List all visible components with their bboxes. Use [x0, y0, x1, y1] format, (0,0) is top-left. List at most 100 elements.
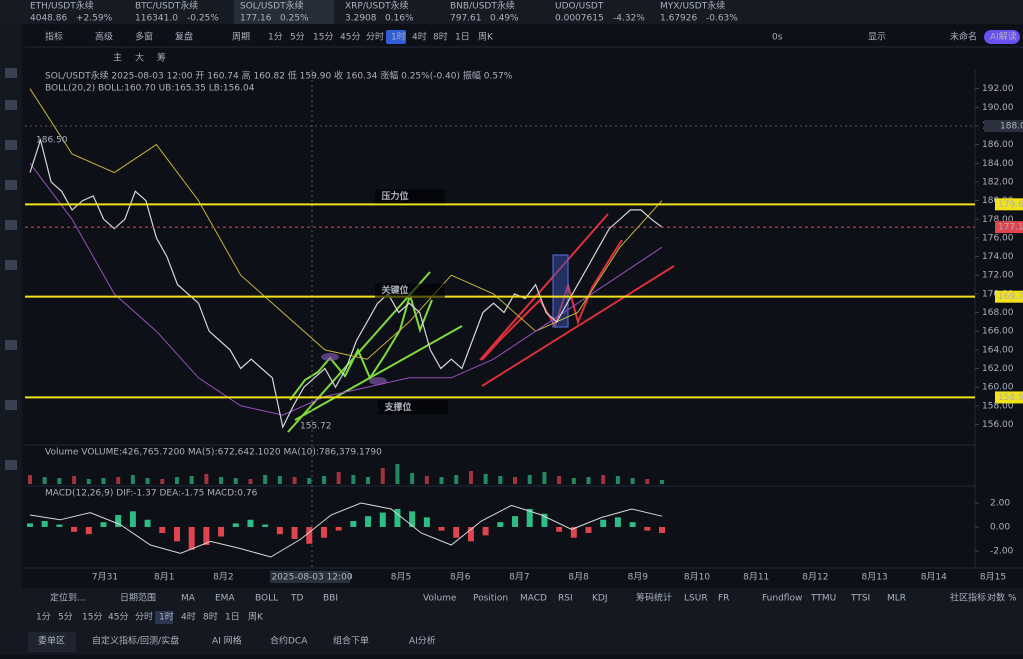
toolbar-right[interactable]: AI解读 [990, 31, 1017, 43]
interval[interactable]: 分时 [366, 31, 384, 43]
bottom-tool[interactable]: FR [718, 594, 729, 604]
bottom-tab[interactable]: AI 网格 [212, 635, 242, 647]
bottom-tab[interactable]: 组合下单 [333, 635, 369, 647]
volume-bar [72, 476, 77, 484]
level-tag-label: 158.9 [998, 393, 1023, 403]
tool[interactable]: 主 [113, 52, 122, 64]
y-tick-label: 160.00 [982, 383, 1014, 393]
bottom-tool[interactable]: Volume [423, 594, 457, 604]
tab-symbol[interactable]: BTC/USDT永续 [135, 0, 198, 12]
bottom-tool[interactable]: Position [473, 594, 508, 604]
volume-bar [189, 476, 194, 484]
tool[interactable]: 大 [135, 52, 144, 64]
bottom-tool[interactable]: MLR [887, 594, 906, 604]
bottom-tab[interactable]: 合约DCA [270, 635, 308, 647]
bottom-tab[interactable]: 委单区 [38, 635, 65, 647]
interval[interactable]: 1日 [455, 32, 470, 43]
bottom-interval[interactable]: 8时 [203, 611, 218, 623]
interval[interactable]: 1分 [268, 32, 283, 43]
macd-bar [100, 522, 107, 527]
bottom-tool[interactable]: 日期范围 [120, 592, 156, 604]
volume-bar [615, 476, 620, 484]
bottom-interval[interactable]: 周K [248, 612, 264, 623]
macd-dif [29, 502, 663, 558]
toolbar-item[interactable]: 复盘 [175, 31, 193, 43]
interval[interactable]: 8时 [433, 31, 448, 43]
volume-bar [277, 476, 282, 484]
macd-bar [350, 520, 357, 527]
bottom-interval[interactable]: 1日 [225, 612, 240, 623]
bottom-tool[interactable]: KDJ [592, 594, 608, 604]
tab-symbol[interactable]: SOL/USDT永续 [240, 0, 304, 12]
bottom-interval[interactable]: 5分 [58, 612, 73, 623]
macd-bar [556, 526, 563, 532]
bottom-tool[interactable]: RSI [558, 594, 573, 604]
tool[interactable]: 筹 [157, 52, 166, 64]
volume-bar [424, 476, 429, 484]
tab-symbol[interactable]: UDO/USDT [555, 2, 604, 12]
tab-symbol[interactable]: ETH/USDT永续 [30, 0, 94, 12]
toolbar-right[interactable]: 0s [772, 33, 783, 43]
bottom-tool[interactable]: % [1008, 594, 1017, 604]
volume-bar [557, 476, 562, 484]
bottom-tool[interactable]: 对数 [987, 592, 1005, 604]
toolbar-item[interactable]: 指标 [45, 31, 63, 43]
tab-price: 3.2908 [345, 14, 377, 24]
level-name-bg [375, 189, 445, 204]
bottom-interval[interactable]: 1时 [159, 611, 174, 623]
y-tick-label: 178.00 [982, 215, 1014, 225]
bottom-interval[interactable]: 4时 [181, 611, 196, 623]
macd-bar [467, 526, 474, 542]
toolbar-right[interactable]: 未命名 [950, 31, 977, 43]
bottom-tool[interactable]: LSUR [684, 594, 708, 604]
bottom-interval[interactable]: 1分 [36, 612, 51, 623]
macd-bar [56, 524, 63, 527]
volume-bar [28, 475, 32, 484]
bottom-tool[interactable]: 社区指标 [950, 592, 986, 604]
tab-symbol[interactable]: MYX/USDT永续 [660, 0, 725, 12]
volume-bar [468, 471, 473, 484]
tab-symbol[interactable]: BNB/USDT永续 [450, 0, 515, 12]
volume-bar [130, 475, 135, 484]
volume-bar [248, 479, 253, 484]
bottom-tool[interactable]: MA [181, 594, 196, 604]
interval[interactable]: 15分 [313, 32, 333, 43]
tab-symbol[interactable]: XRP/USDT永续 [345, 0, 409, 12]
y-tick-label: 168.00 [982, 308, 1014, 318]
bottom-tool[interactable]: 筹码统计 [636, 592, 672, 604]
interval[interactable]: 45分 [340, 32, 360, 43]
volume-bar [410, 473, 415, 484]
bottom-interval[interactable]: 45分 [108, 612, 128, 623]
bottom-tab[interactable]: 自定义指标/回测/实盘 [92, 635, 179, 647]
bottom-tool[interactable]: EMA [215, 594, 235, 604]
interval[interactable]: 4时 [412, 31, 427, 43]
bottom-tool[interactable]: Fundflow [762, 594, 802, 604]
bottom-tool[interactable]: TTSI [850, 594, 870, 604]
bottom-tool[interactable]: TTMU [810, 594, 836, 604]
toolbar-item[interactable]: 多窗 [135, 31, 153, 43]
bottom-interval[interactable]: 15分 [82, 612, 102, 623]
volume-bar [336, 472, 341, 484]
bottom-tool[interactable]: 定位到... [50, 592, 86, 604]
level-name: 支撑位 [383, 401, 411, 413]
bottom-tool[interactable]: BBI [323, 594, 338, 604]
toolbar-item[interactable]: 周期 [232, 32, 250, 43]
bottom-interval[interactable]: 分时 [135, 611, 153, 623]
bottom-tab[interactable]: AI分析 [409, 635, 436, 647]
toolbar-right[interactable]: 显示 [868, 32, 886, 43]
interval[interactable]: 1时 [391, 31, 406, 43]
ohlc-info: SOL/USDT永续 2025-08-03 12:00 开 160.74 高 1… [45, 70, 513, 82]
interval[interactable]: 5分 [290, 32, 305, 43]
volume-bar [101, 478, 106, 484]
bottom-tool[interactable]: MACD [520, 594, 547, 604]
interval[interactable]: 周K [478, 32, 494, 43]
toolbar-item[interactable]: 高级 [95, 31, 113, 43]
volume-bar [116, 477, 121, 484]
macd-bar [85, 526, 92, 535]
macd-bar [585, 526, 592, 533]
level-tag [995, 198, 1023, 211]
bottom-tool[interactable]: BOLL [255, 594, 278, 604]
bottom-tool[interactable]: TD [290, 594, 303, 604]
y-tick-label: 156.00 [982, 420, 1014, 430]
macd-bar [497, 522, 504, 527]
